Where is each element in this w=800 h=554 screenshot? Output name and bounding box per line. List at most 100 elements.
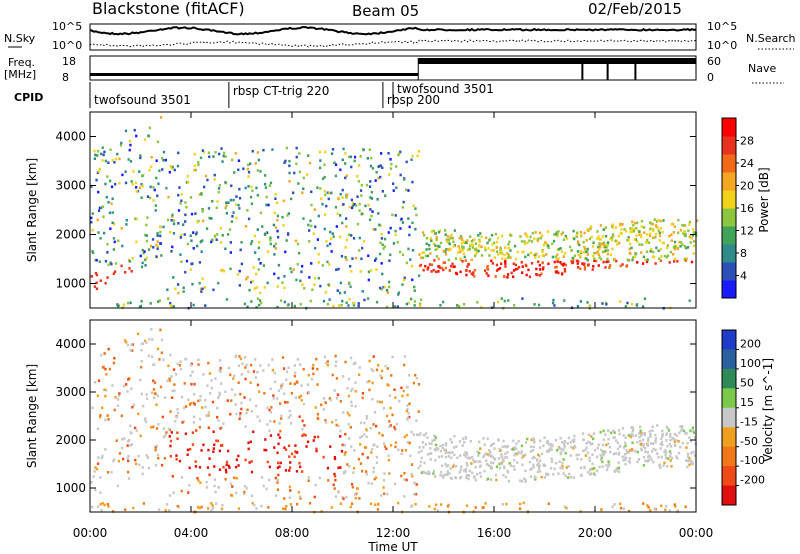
power-cell-1 — [474, 252, 478, 256]
power-cell-1252 — [444, 250, 447, 254]
power-cell-301 — [685, 246, 688, 250]
velocity-cell-492 — [305, 445, 308, 448]
power-cell-1127 — [673, 247, 677, 251]
power-cell-412 — [199, 156, 203, 160]
power-cell-995 — [589, 226, 592, 230]
power-cell-292 — [621, 223, 624, 226]
power-cell-321 — [407, 217, 410, 220]
velocity-cell-1254 — [684, 432, 687, 435]
power-cell-1323 — [442, 249, 445, 253]
power-cell-930 — [201, 149, 204, 152]
velocity-cell-1342 — [235, 412, 238, 416]
velocity-cell-1150 — [677, 440, 680, 443]
velocity-cell-613 — [176, 431, 179, 435]
velocity-cell-1500 — [200, 505, 203, 509]
velocity-cell-1219 — [352, 467, 356, 470]
velocity-cell-1055 — [302, 402, 306, 406]
velocity-cell-896 — [314, 406, 317, 409]
power-cell-116 — [394, 214, 397, 217]
power-cell-1283 — [490, 249, 493, 252]
power-cell-42 — [606, 249, 610, 252]
power-cell-651 — [450, 233, 453, 237]
velocity-cell-507 — [490, 461, 493, 464]
power-cell-375 — [524, 232, 527, 236]
power-cell-1143 — [516, 267, 519, 271]
velocity-cell-1352 — [246, 408, 249, 412]
power-cell-1312 — [247, 217, 251, 221]
power-cell-500 — [351, 204, 354, 208]
velocity-cell-1330 — [408, 402, 411, 406]
power-cell-1341 — [297, 182, 300, 185]
velocity-cell-879 — [153, 381, 157, 384]
power-cell-476 — [662, 219, 665, 222]
velocity-cell-496 — [216, 406, 219, 410]
power-cell-109 — [138, 186, 142, 190]
power-cell-414 — [638, 243, 641, 246]
power-cell-1386 — [370, 214, 373, 218]
power-cell-1328 — [673, 260, 676, 263]
power-cell-1136 — [319, 187, 322, 190]
power-cell-1232 — [319, 166, 322, 170]
velocity-cell-733 — [646, 444, 650, 447]
power-cell-1050 — [141, 248, 144, 252]
velocity-cell-1260 — [363, 433, 366, 436]
velocity-cell-680 — [158, 358, 161, 361]
velocity-cell-220 — [559, 447, 562, 451]
velocity-cell-1218 — [141, 466, 144, 469]
velocity-cell-1497 — [611, 505, 614, 509]
velocity-cell-1326 — [589, 472, 593, 475]
power-cell-225 — [636, 221, 639, 225]
velocity-cell-884 — [417, 466, 420, 470]
power-cell-1476 — [497, 300, 500, 304]
power-cell-417 — [353, 203, 356, 206]
power-cell-175 — [682, 232, 685, 235]
velocity-cell-48 — [679, 445, 682, 449]
x-tick-label-5: 20:00 — [578, 526, 613, 540]
power-cell-734 — [465, 273, 468, 277]
power-cell-764 — [107, 263, 110, 267]
power-cell-850 — [246, 275, 249, 279]
power-cell-210 — [100, 206, 103, 210]
power-cell-1230 — [437, 270, 440, 273]
velocity-cell-1252 — [227, 464, 230, 468]
power-cell-367 — [155, 176, 158, 180]
velocity-cell-1182 — [150, 426, 153, 429]
power-cell-1450 — [419, 304, 422, 308]
velocity-cell-384 — [532, 445, 535, 449]
power-cell-560 — [224, 206, 227, 210]
power-cell-1007 — [434, 232, 438, 235]
power-cell-657 — [432, 242, 436, 245]
power-cell-1084 — [326, 260, 329, 264]
power-cell-462 — [300, 270, 303, 274]
power-cell-909 — [447, 241, 451, 244]
power-cell-532 — [252, 266, 255, 269]
velocity-cell-986 — [389, 406, 392, 410]
power-cell-1262 — [463, 255, 466, 259]
velocity-cell-117 — [286, 401, 289, 404]
velocity-cell-1362 — [256, 383, 260, 387]
velocity-cell-795 — [624, 458, 627, 462]
power-cell-1249 — [345, 258, 348, 261]
power-cell-231 — [350, 206, 354, 210]
power-cell-498 — [266, 231, 269, 234]
velocity-cell-1217 — [665, 432, 668, 435]
power-cell-575 — [691, 234, 694, 237]
power-cell-180 — [575, 259, 579, 263]
velocity-cell-826 — [529, 445, 533, 449]
velocity-cell-818 — [515, 447, 518, 451]
velocity-cell-1213 — [127, 378, 130, 381]
velocity-cell-728 — [168, 377, 171, 381]
power-cell-147 — [253, 287, 256, 290]
velocity-cell-1229 — [658, 464, 661, 467]
velocity-cell-708 — [152, 379, 155, 383]
velocity-cell-1472 — [474, 506, 477, 509]
velocity-cell-542 — [224, 478, 227, 481]
velocity-cell-1013 — [104, 448, 107, 451]
velocity-cell-606 — [373, 477, 376, 481]
velocity-cell-687 — [279, 402, 282, 405]
power-cell-1094 — [435, 255, 439, 258]
power-cell-1350 — [139, 156, 142, 160]
velocity-cell-293 — [139, 434, 142, 438]
power-cell-1424 — [375, 300, 379, 304]
velocity-cell-1483 — [565, 506, 568, 510]
